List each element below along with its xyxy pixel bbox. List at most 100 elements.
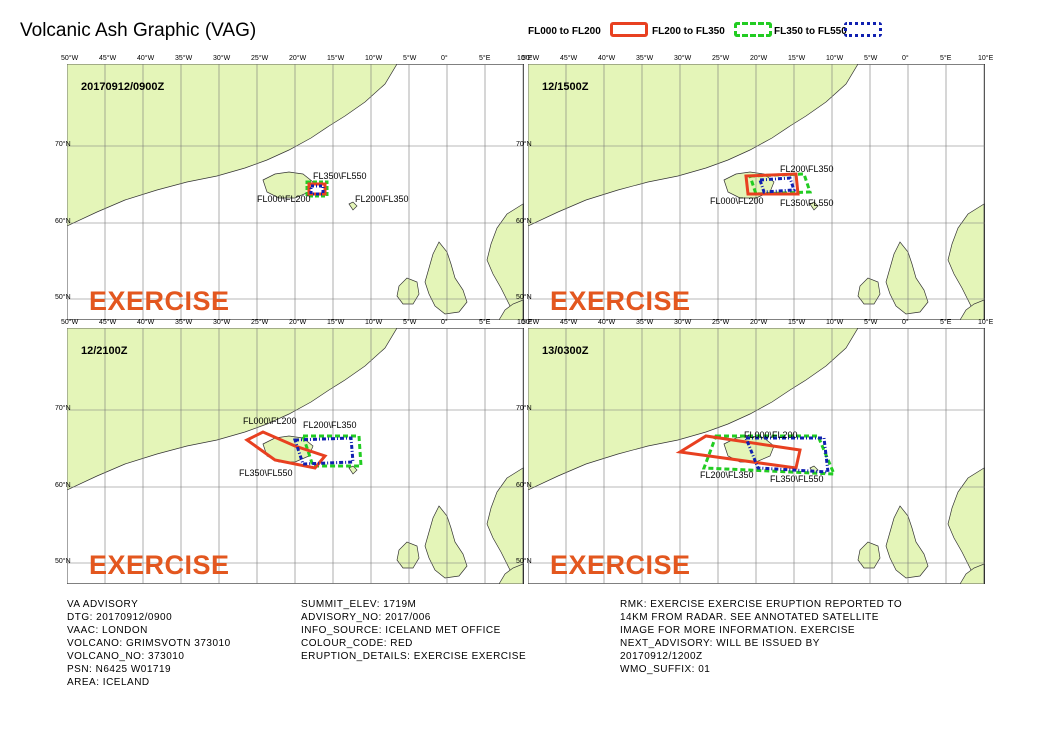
ireland-land <box>857 541 881 569</box>
longitude-tick: 40°W <box>598 55 616 62</box>
flight-level-label: FL000\FL200 <box>744 430 798 440</box>
flight-level-label: FL200\FL350 <box>780 164 834 174</box>
longitude-tick: 10°E <box>517 55 533 62</box>
longitude-tick: 5°E <box>479 55 491 62</box>
latitude-tick: 70°N <box>516 405 532 412</box>
longitude-tick: 50°W <box>61 55 79 62</box>
ash-area-outline <box>743 436 830 474</box>
europe-land <box>498 299 524 320</box>
longitude-tick: 20°W <box>750 319 768 326</box>
advisory-line: AREA: ICELAND <box>67 677 150 688</box>
flight-level-label: FL350\FL550 <box>313 171 367 181</box>
longitude-tick: 5°W <box>864 319 878 326</box>
ash-area-outline <box>305 180 329 198</box>
longitude-tick: 5°E <box>940 55 952 62</box>
ash-area-outline <box>757 176 797 194</box>
longitude-tick: 20°W <box>289 55 307 62</box>
longitude-tick: 15°W <box>327 55 345 62</box>
longitude-tick: 0° <box>441 55 448 62</box>
longitude-tick: 10°W <box>826 319 844 326</box>
longitude-tick: 40°W <box>137 55 155 62</box>
map-svg <box>528 64 985 320</box>
advisory-line: INFO_SOURCE: ICELAND MET OFFICE <box>301 625 501 636</box>
longitude-tick: 50°W <box>522 55 540 62</box>
legend-item-fl350-fl550: FL350 to FL550 <box>774 26 847 37</box>
advisory-column-2: SUMMIT_ELEV: 1719M ADVISORY_NO: 2017/006… <box>301 598 526 663</box>
flight-level-label: FL200\FL350 <box>355 194 409 204</box>
ash-area-outline <box>244 430 328 470</box>
advisory-line: ERUPTION_DETAILS: EXERCISE EXERCISE <box>301 651 527 662</box>
longitude-tick: 0° <box>902 55 909 62</box>
ireland-land <box>396 277 420 305</box>
longitude-tick: 5°W <box>864 55 878 62</box>
longitude-tick: 45°W <box>99 55 117 62</box>
exercise-watermark: EXERCISE <box>550 286 691 316</box>
advisory-line: VAAC: LONDON <box>67 625 148 636</box>
greenland-land <box>528 328 859 491</box>
longitude-tick: 5°W <box>403 55 417 62</box>
longitude-tick: 35°W <box>175 319 193 326</box>
flight-level-label: FL000\FL200 <box>257 194 311 204</box>
flight-level-label: FL350\FL550 <box>770 474 824 484</box>
legend-swatch-green <box>734 22 772 37</box>
map-svg <box>67 64 524 320</box>
longitude-tick: 35°W <box>175 55 193 62</box>
exercise-watermark: EXERCISE <box>550 550 691 580</box>
map-panel-4: 50°W 45°W 40°W 35°W 30°W 25°W 20°W 15°W 10°W 5°W 0… <box>516 319 993 584</box>
legend-item-fl200-fl350: FL200 to FL350 <box>652 26 725 37</box>
longitude-tick: 50°W <box>61 319 79 326</box>
longitude-tick: 45°W <box>560 55 578 62</box>
europe-land <box>959 299 985 320</box>
longitude-tick: 5°W <box>403 319 417 326</box>
latitude-tick: 70°N <box>516 141 532 148</box>
longitude-tick: 15°W <box>788 55 806 62</box>
latitude-tick: 60°N <box>55 218 71 225</box>
exercise-watermark: EXERCISE <box>89 550 230 580</box>
longitude-tick: 30°W <box>674 319 692 326</box>
legend-label: FL200 to FL350 <box>652 26 725 37</box>
flight-level-label: FL350\FL550 <box>239 468 293 478</box>
longitude-tick: 30°W <box>213 319 231 326</box>
map-panel-2: 50°W 45°W 40°W 35°W 30°W 25°W 20°W 15°W 10°W 5°W 0… <box>516 55 993 320</box>
advisory-line: 14KM FROM RADAR. SEE ANNOTATED SATELLITE <box>620 612 879 623</box>
flight-level-label: FL000\FL200 <box>710 196 764 206</box>
longitude-tick: 0° <box>441 319 448 326</box>
europe-land <box>498 563 524 584</box>
exercise-watermark: EXERCISE <box>89 286 230 316</box>
longitude-tick: 25°W <box>251 319 269 326</box>
longitude-tick: 10°E <box>978 319 994 326</box>
longitude-tick: 20°W <box>750 55 768 62</box>
faroes-land <box>348 465 358 475</box>
ash-area-outline <box>675 434 802 470</box>
advisory-line: RMK: EXERCISE EXERCISE ERUPTION REPORTED… <box>620 599 903 610</box>
legend-item-fl000-fl200: FL000 to FL200 <box>528 26 601 37</box>
greenland-land <box>528 64 859 227</box>
longitude-tick: 20°W <box>289 319 307 326</box>
ash-area-outline <box>292 436 355 466</box>
longitude-tick: 5°E <box>940 319 952 326</box>
ash-area-outline <box>300 434 363 468</box>
forecast-time: 13/0300Z <box>542 345 589 357</box>
map-svg <box>67 328 524 584</box>
map-panel-3: 50°W 45°W 40°W 35°W 30°W 25°W 20°W 15°W 10°W 5°W 0… <box>55 319 532 584</box>
map-svg <box>528 328 985 584</box>
forecast-time: 12/1500Z <box>542 81 589 93</box>
advisory-column-1: VA ADVISORY DTG: 20170912/0900 VAAC: LON… <box>67 598 231 689</box>
flight-level-label: FL350\FL550 <box>780 198 834 208</box>
longitude-tick: 35°W <box>636 319 654 326</box>
ash-area-outline <box>744 172 800 196</box>
advisory-line: VOLCANO: GRIMSVOTN 373010 <box>67 638 231 649</box>
latitude-tick: 70°N <box>55 405 71 412</box>
longitude-tick: 45°W <box>99 319 117 326</box>
europe-land <box>959 563 985 584</box>
longitude-tick: 30°W <box>213 55 231 62</box>
longitude-tick: 25°W <box>251 55 269 62</box>
advisory-line: NEXT_ADVISORY: WILL BE ISSUED BY <box>620 638 820 649</box>
britain-land <box>885 241 929 315</box>
latitude-tick: 50°N <box>516 294 532 301</box>
longitude-tick: 10°E <box>978 55 994 62</box>
forecast-time: 12/2100Z <box>81 345 128 357</box>
longitude-tick: 10°W <box>365 319 383 326</box>
latitude-tick: 50°N <box>516 558 532 565</box>
ireland-land <box>396 541 420 569</box>
